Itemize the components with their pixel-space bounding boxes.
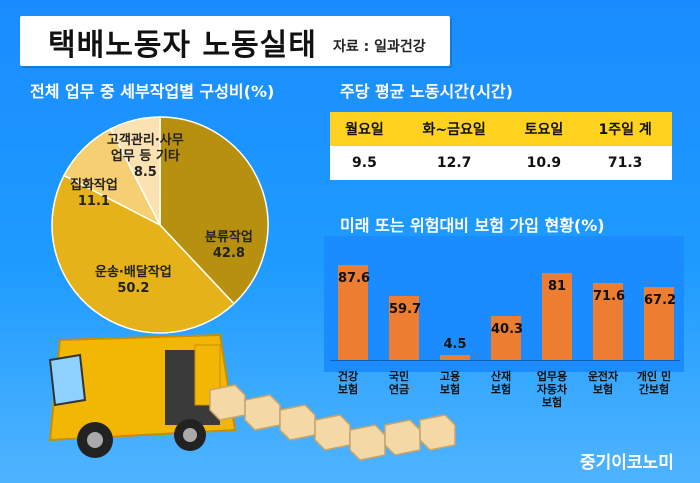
bar-category-label: 업무용 자동차 보험 xyxy=(532,370,572,409)
bar-category-line: 보험 xyxy=(337,383,359,396)
bar-category-label: 개인 민 간보험 xyxy=(634,370,674,396)
bar-category-label: 건강 보험 xyxy=(328,370,368,396)
bar-category-label: 국민 연금 xyxy=(379,370,419,396)
pie-label-sorting-value: 42.8 xyxy=(212,246,245,261)
bar-category-line: 자동차 xyxy=(536,383,568,396)
bar-category-line: 업무용 xyxy=(536,370,568,383)
bar-value-label: 4.5 xyxy=(443,337,467,353)
bar-category-line: 간보험 xyxy=(638,383,670,396)
bar-category-line: 산재 xyxy=(490,370,512,383)
pie-label-pickup: 집화작업 11.1 xyxy=(70,178,118,210)
table-header-cell: 토요일 xyxy=(509,112,579,146)
table-header-row: 월요일 화~금요일 토요일 1주일 계 xyxy=(330,112,672,146)
pie-label-other: 고객관리·사무 업무 등 기타 8.5 xyxy=(107,133,184,181)
pie-chart xyxy=(51,116,269,334)
table-header-cell: 1주일 계 xyxy=(578,112,672,146)
bar xyxy=(542,272,572,360)
bar-category-line: 운전자 xyxy=(587,370,619,383)
pie-label-other-name-2: 업무 등 기타 xyxy=(110,149,180,164)
pie-slice-sorting xyxy=(159,116,269,305)
work-hours-table: 월요일 화~금요일 토요일 1주일 계 9.5 12.7 10.9 71.3 xyxy=(330,112,672,180)
bar-category-line: 보험 xyxy=(490,383,512,396)
bar-value-label: 71.6 xyxy=(593,288,626,304)
bar-category-line: 보험 xyxy=(541,396,563,409)
bar-category-label: 고용 보험 xyxy=(430,370,470,396)
bar-category-line: 고용 xyxy=(439,370,461,383)
parcel-boxes-illustration xyxy=(209,384,456,461)
bar-category-line: 보험 xyxy=(439,383,461,396)
bar-category-label: 산재 보험 xyxy=(481,370,521,396)
table-cell: 10.9 xyxy=(509,146,579,180)
bar-category-label: 운전자 보험 xyxy=(583,370,623,396)
pie-heading: 전체 업무 중 세부작업별 구성비(%) xyxy=(30,82,275,101)
bar-category-line: 건강 xyxy=(337,370,359,383)
bar-value-label: 67.2 xyxy=(644,293,677,309)
bar-axis xyxy=(330,360,680,361)
table-cell: 71.3 xyxy=(578,146,672,180)
bar-category-line: 보험 xyxy=(592,383,614,396)
pie-label-delivery-value: 50.2 xyxy=(117,281,150,296)
pie-label-delivery-name: 운송·배달작업 xyxy=(95,265,172,280)
pie-slice-other xyxy=(109,116,161,226)
pie-label-sorting: 분류작업 42.8 xyxy=(205,230,253,262)
pie-label-sorting-name: 분류작업 xyxy=(205,230,253,245)
bar-value-label: 40.3 xyxy=(491,322,524,338)
bar-value-label: 87.6 xyxy=(338,271,371,287)
bar xyxy=(389,295,419,360)
bar xyxy=(338,265,368,360)
table-cell: 12.7 xyxy=(398,146,510,180)
bar-category-line: 연금 xyxy=(388,383,410,396)
bar-category-line: 개인 민 xyxy=(636,370,672,383)
table-header-cell: 화~금요일 xyxy=(398,112,510,146)
pie-label-pickup-value: 11.1 xyxy=(77,194,110,209)
pie-slice-delivery xyxy=(51,174,235,334)
pie-label-other-value: 8.5 xyxy=(133,165,157,180)
bar xyxy=(491,316,521,360)
bar-heading: 미래 또는 위험대비 보험 가입 현황(%) xyxy=(340,216,605,235)
bar xyxy=(593,282,623,360)
table-header-cell: 월요일 xyxy=(330,112,399,146)
table-heading: 주당 평균 노동시간(시간) xyxy=(340,82,513,101)
table-row: 9.5 12.7 10.9 71.3 xyxy=(330,146,672,180)
pie-label-delivery: 운송·배달작업 50.2 xyxy=(95,265,172,297)
pie-label-other-name-1: 고객관리·사무 xyxy=(107,133,184,148)
page-title: 택배노동자 노동실태 xyxy=(48,28,317,63)
bar-category-line: 국민 xyxy=(388,370,410,383)
delivery-truck-illustration xyxy=(48,333,237,458)
bar xyxy=(644,287,674,360)
brand-logo-text: 중기이코노미 xyxy=(580,453,674,473)
table-cell: 9.5 xyxy=(330,146,399,180)
bar xyxy=(440,355,470,360)
source-label: 자료 : 일과건강 xyxy=(333,39,426,55)
title-banner xyxy=(20,16,450,66)
bar-value-label: 81 xyxy=(547,278,567,294)
pie-label-pickup-name: 집화작업 xyxy=(70,178,118,193)
bar-value-label: 59.7 xyxy=(389,301,422,317)
